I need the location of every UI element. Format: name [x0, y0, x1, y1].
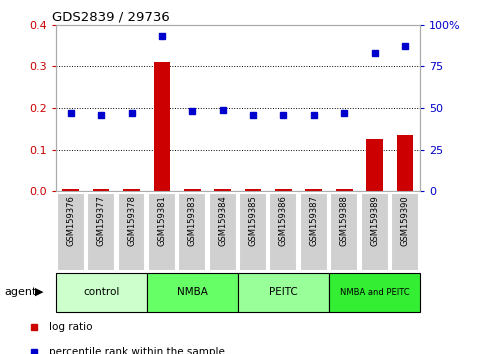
Text: GSM159376: GSM159376 — [66, 195, 75, 246]
Bar — [329, 273, 420, 312]
Bar — [245, 189, 261, 191]
Bar — [62, 189, 79, 191]
Bar — [275, 189, 292, 191]
Text: GSM159385: GSM159385 — [249, 195, 257, 246]
Bar — [238, 273, 329, 312]
Text: PEITC: PEITC — [269, 287, 298, 297]
Bar — [209, 193, 237, 271]
Bar — [93, 189, 110, 191]
Bar — [87, 193, 115, 271]
Text: GSM159386: GSM159386 — [279, 195, 288, 246]
Bar — [330, 193, 358, 271]
Bar — [57, 193, 85, 271]
Text: GSM159384: GSM159384 — [218, 195, 227, 246]
Bar — [305, 189, 322, 191]
Bar — [154, 62, 170, 191]
Bar — [148, 193, 176, 271]
Text: GSM159388: GSM159388 — [340, 195, 349, 246]
Text: control: control — [83, 287, 119, 297]
Text: GDS2839 / 29736: GDS2839 / 29736 — [52, 11, 170, 24]
Text: GSM159383: GSM159383 — [188, 195, 197, 246]
Bar — [366, 139, 383, 191]
Text: GSM159390: GSM159390 — [400, 195, 410, 246]
Bar — [361, 193, 389, 271]
Bar — [117, 193, 145, 271]
Bar — [184, 189, 200, 191]
Text: percentile rank within the sample: percentile rank within the sample — [49, 347, 225, 354]
Text: GSM159378: GSM159378 — [127, 195, 136, 246]
Text: GSM159389: GSM159389 — [370, 195, 379, 246]
Bar — [391, 193, 419, 271]
Bar — [300, 193, 328, 271]
Text: NMBA: NMBA — [177, 287, 208, 297]
Text: GSM159377: GSM159377 — [97, 195, 106, 246]
Text: ▶: ▶ — [35, 287, 43, 297]
Text: GSM159381: GSM159381 — [157, 195, 167, 246]
Bar — [178, 193, 206, 271]
Bar — [239, 193, 267, 271]
Text: agent: agent — [5, 287, 37, 297]
Bar — [397, 135, 413, 191]
Bar — [123, 189, 140, 191]
Text: log ratio: log ratio — [49, 321, 92, 332]
Text: GSM159387: GSM159387 — [309, 195, 318, 246]
Bar — [336, 189, 353, 191]
Bar — [270, 193, 298, 271]
Bar — [56, 273, 147, 312]
Bar — [214, 189, 231, 191]
Bar — [147, 273, 238, 312]
Text: NMBA and PEITC: NMBA and PEITC — [340, 287, 410, 297]
